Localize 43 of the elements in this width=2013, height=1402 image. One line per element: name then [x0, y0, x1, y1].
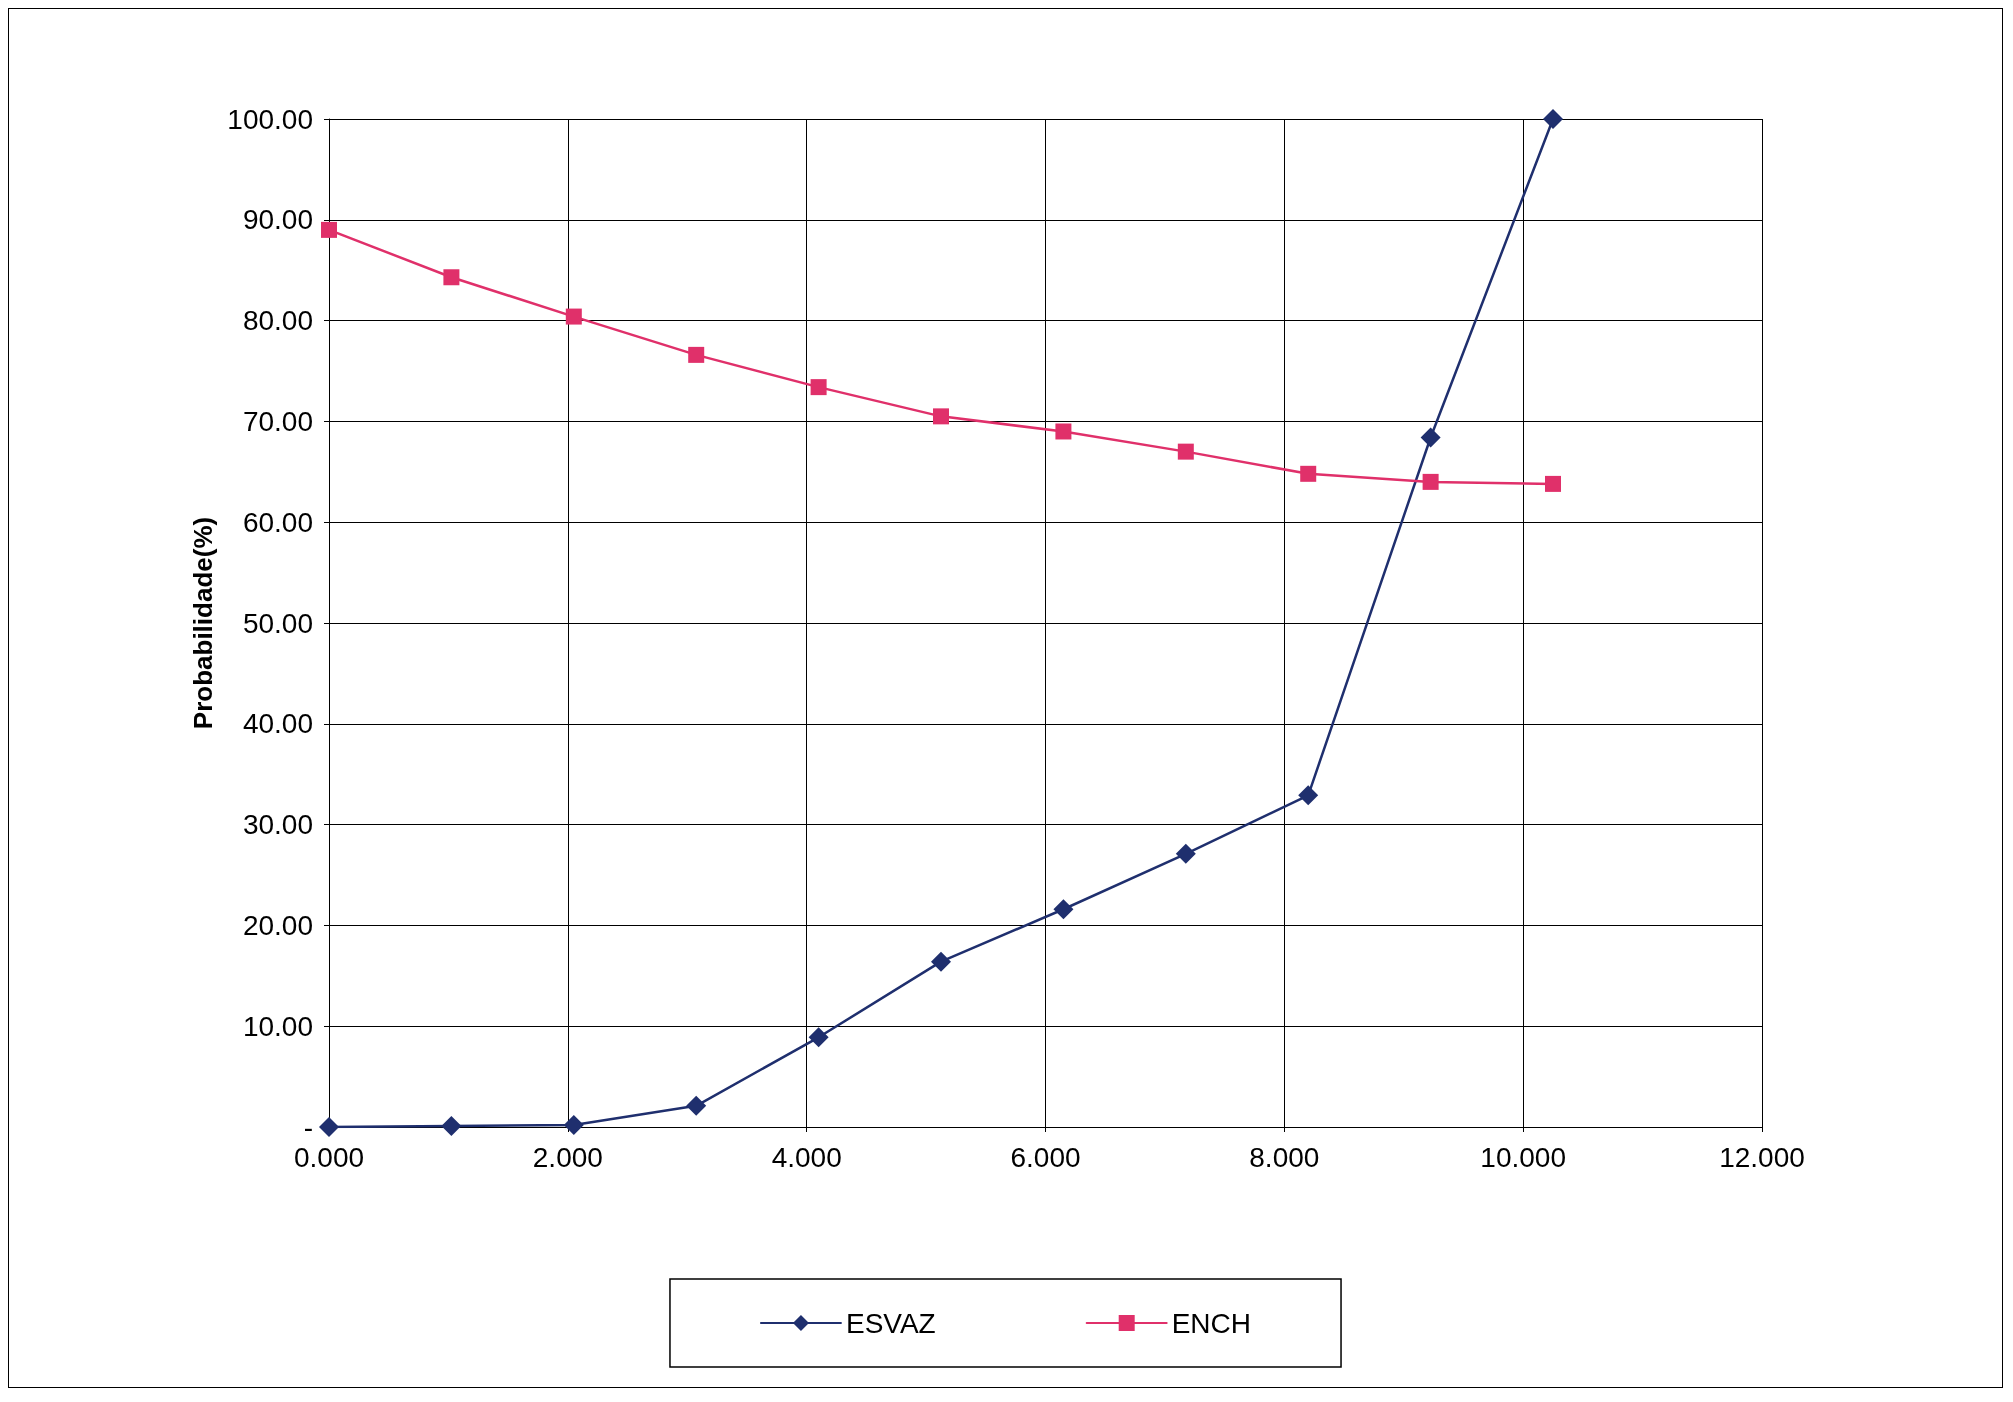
x-tick-label: 4.000: [771, 1141, 842, 1173]
point: [1420, 427, 1441, 448]
point: [321, 221, 337, 238]
legend-label: ENCH: [1171, 1307, 1252, 1339]
point: [931, 951, 952, 972]
y-tick-label: 90.00: [242, 204, 313, 236]
x-tick-label: 6.000: [1010, 1141, 1081, 1173]
x-tick-label: 8.000: [1249, 1141, 1320, 1173]
x-tick-label: 0.000: [293, 1141, 365, 1173]
y-tick-label: 100.00: [227, 103, 313, 135]
point: [565, 308, 582, 325]
y-tick-label: 30.00: [242, 809, 313, 841]
point: [1545, 475, 1562, 492]
point: [1543, 109, 1564, 129]
y-tick-label: 60.00: [242, 506, 313, 538]
point: [686, 1095, 707, 1116]
point: [441, 1115, 462, 1136]
point: [688, 346, 705, 363]
y-tick-label: 80.00: [242, 305, 313, 337]
x-tick-label: 2.000: [532, 1141, 603, 1173]
point: [319, 1117, 339, 1137]
point: [810, 379, 827, 396]
y-tick-label: -: [303, 1111, 313, 1143]
point: [1422, 473, 1439, 490]
point: [563, 1114, 584, 1135]
x-tick-label: 12.000: [1719, 1141, 1805, 1173]
point: [1298, 785, 1319, 806]
y-tick-label: 70.00: [242, 405, 313, 437]
point: [443, 269, 460, 286]
y-axis-title: Probabilidade(%): [188, 516, 219, 730]
x-tick-label: 10.000: [1480, 1141, 1566, 1173]
point: [808, 1027, 829, 1048]
y-tick-label: 50.00: [242, 607, 313, 639]
point: [1177, 443, 1194, 460]
point: [933, 408, 950, 425]
point: [1055, 423, 1072, 440]
y-tick-label: 40.00: [242, 708, 313, 740]
point: [1175, 843, 1196, 864]
point: [1053, 899, 1074, 920]
y-tick-label: 20.00: [242, 909, 313, 941]
y-tick-label: 10.00: [242, 1010, 313, 1042]
point: [1300, 465, 1317, 482]
legend-label: ESVAZ: [845, 1307, 936, 1339]
